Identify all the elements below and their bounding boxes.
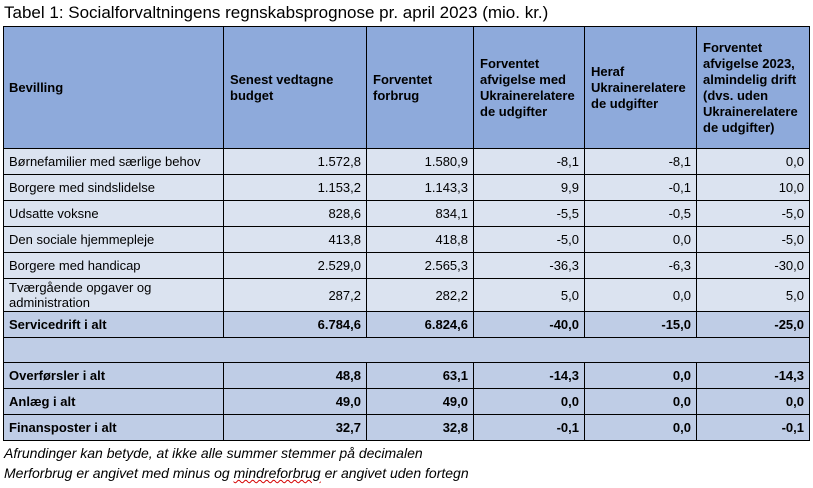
header-afvigelse-almindelig-drift: Forventet afvigelse 2023, almindelig dri… [696, 26, 810, 149]
cell-value: -8,1 [473, 148, 585, 175]
row-label: Børnefamilier med særlige behov [3, 148, 224, 175]
cell-value: 6.784,6 [223, 311, 367, 338]
cell-value: 5,0 [473, 278, 585, 312]
cell-value: -14,3 [696, 362, 810, 389]
cell-value: 834,1 [366, 200, 474, 227]
cell-value: 418,8 [366, 226, 474, 253]
cell-value: 32,7 [223, 414, 367, 441]
table-row: Anlæg i alt 49,0 49,0 0,0 0,0 0,0 [3, 388, 810, 415]
row-label: Borgere med sindslidelse [3, 174, 224, 201]
cell-value: -8,1 [584, 148, 697, 175]
cell-value: 49,0 [366, 388, 474, 415]
row-label: Udsatte voksne [3, 200, 224, 227]
cell-value: 49,0 [223, 388, 367, 415]
table-row: Tværgående opgaver og administration 287… [3, 278, 810, 312]
row-label: Borgere med handicap [3, 252, 224, 279]
cell-value: 1.143,3 [366, 174, 474, 201]
cell-value: 6.824,6 [366, 311, 474, 338]
cell-value: 0,0 [584, 278, 697, 312]
spacer-cell [3, 337, 810, 363]
cell-value: -15,0 [584, 311, 697, 338]
row-label: Servicedrift i alt [3, 311, 224, 338]
cell-value: 0,0 [584, 414, 697, 441]
cell-value: 1.153,2 [223, 174, 367, 201]
table-row: Borgere med handicap 2.529,0 2.565,3 -36… [3, 252, 810, 279]
cell-value: 2.529,0 [223, 252, 367, 279]
cell-value: -0,1 [584, 174, 697, 201]
cell-value: 10,0 [696, 174, 810, 201]
header-bevilling: Bevilling [3, 26, 224, 149]
table-row: Overførsler i alt 48,8 63,1 -14,3 0,0 -1… [3, 362, 810, 389]
row-label: Overførsler i alt [3, 362, 224, 389]
cell-value: 0,0 [584, 362, 697, 389]
row-label: Den sociale hjemmepleje [3, 226, 224, 253]
cell-value: 1.572,8 [223, 148, 367, 175]
subtotal-row: Servicedrift i alt 6.784,6 6.824,6 -40,0… [3, 311, 810, 338]
cell-value: 1.580,9 [366, 148, 474, 175]
cell-value: 282,2 [366, 278, 474, 312]
row-label: Tværgående opgaver og administration [3, 278, 224, 312]
footnote-sign-convention: Merforbrug er angivet med minus og mindr… [4, 465, 469, 481]
row-label: Finansposter i alt [3, 414, 224, 441]
footnote-text: Merforbrug er angivet med minus og [4, 465, 234, 481]
cell-value: 287,2 [223, 278, 367, 312]
cell-value: -14,3 [473, 362, 585, 389]
header-row: Bevilling Senest vedtagne budget Forvent… [3, 26, 810, 149]
table-row: Borgere med sindslidelse 1.153,2 1.143,3… [3, 174, 810, 201]
header-senest-vedtagne-budget: Senest vedtagne budget [223, 26, 367, 149]
cell-value: -30,0 [696, 252, 810, 279]
cell-value: 2.565,3 [366, 252, 474, 279]
cell-value: -5,0 [473, 226, 585, 253]
cell-value: 413,8 [223, 226, 367, 253]
spellcheck-marked-word: mindreforbrug [233, 465, 321, 481]
footnote-text: er angivet uden fortegn [320, 465, 469, 481]
cell-value: -5,0 [696, 226, 810, 253]
cell-value: -5,5 [473, 200, 585, 227]
table-row: Finansposter i alt 32,7 32,8 -0,1 0,0 -0… [3, 414, 810, 441]
table-row: Den sociale hjemmepleje 413,8 418,8 -5,0… [3, 226, 810, 253]
cell-value: -0,1 [696, 414, 810, 441]
budget-table: Bevilling Senest vedtagne budget Forvent… [3, 26, 810, 441]
cell-value: 0,0 [584, 226, 697, 253]
table-row: Børnefamilier med særlige behov 1.572,8 … [3, 148, 810, 175]
cell-value: -5,0 [696, 200, 810, 227]
cell-value: 0,0 [696, 388, 810, 415]
cell-value: -36,3 [473, 252, 585, 279]
cell-value: 0,0 [473, 388, 585, 415]
cell-value: 0,0 [584, 388, 697, 415]
header-forventet-afvigelse: Forventet afvigelse med Ukrainerelatere … [473, 26, 585, 149]
footnote-rounding: Afrundinger kan betyde, at ikke alle sum… [4, 445, 423, 461]
cell-value: 63,1 [366, 362, 474, 389]
table-row: Udsatte voksne 828,6 834,1 -5,5 -0,5 -5,… [3, 200, 810, 227]
cell-value: 0,0 [696, 148, 810, 175]
row-label: Anlæg i alt [3, 388, 224, 415]
cell-value: 48,8 [223, 362, 367, 389]
cell-value: -0,1 [473, 414, 585, 441]
cell-value: 5,0 [696, 278, 810, 312]
table-caption: Tabel 1: Socialforvaltningens regnskabsp… [4, 3, 549, 22]
cell-value: 32,8 [366, 414, 474, 441]
cell-value: 9,9 [473, 174, 585, 201]
cell-value: 828,6 [223, 200, 367, 227]
cell-value: -40,0 [473, 311, 585, 338]
cell-value: -0,5 [584, 200, 697, 227]
spacer-row [3, 337, 810, 363]
header-forventet-forbrug: Forventet forbrug [366, 26, 474, 149]
cell-value: -25,0 [696, 311, 810, 338]
header-heraf-ukraine: Heraf Ukrainerelatere de udgifter [584, 26, 697, 149]
cell-value: -6,3 [584, 252, 697, 279]
